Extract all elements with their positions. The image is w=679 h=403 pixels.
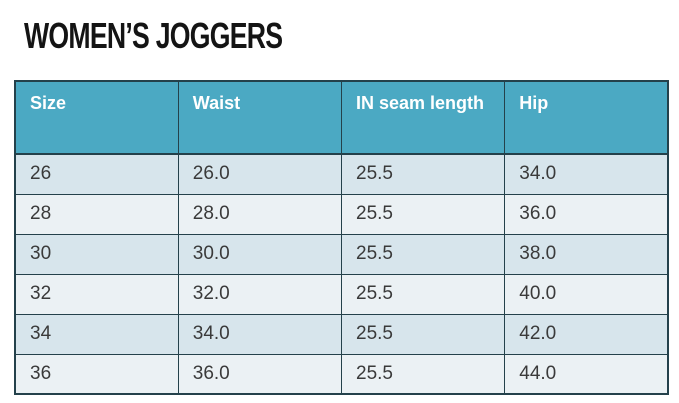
table-row: 30 30.0 25.5 38.0 <box>14 233 669 275</box>
column-header-size: Size <box>14 80 179 155</box>
page-title: WOMEN’S JOGGERS <box>24 15 283 56</box>
table-cell: 38.0 <box>504 233 669 275</box>
table-cell: 25.5 <box>340 233 506 275</box>
column-header-in-seam-length: IN seam length <box>340 80 506 155</box>
column-header-hip: Hip <box>504 80 669 155</box>
table-cell: 34.0 <box>504 153 669 195</box>
table-cell: 44.0 <box>504 353 669 395</box>
table-row: 36 36.0 25.5 44.0 <box>14 353 669 395</box>
table-cell: 25.5 <box>340 313 506 355</box>
table-cell: 36.0 <box>177 353 343 395</box>
table-cell: 28 <box>14 193 179 235</box>
table-cell: 30 <box>14 233 179 275</box>
header-row: Size Waist IN seam length Hip <box>14 80 669 155</box>
table-cell: 26 <box>14 153 179 195</box>
table-cell: 28.0 <box>177 193 343 235</box>
table-cell: 42.0 <box>504 313 669 355</box>
table-cell: 25.5 <box>340 353 506 395</box>
table-cell: 30.0 <box>177 233 343 275</box>
table-header: Size Waist IN seam length Hip <box>14 80 669 155</box>
table-cell: 26.0 <box>177 153 343 195</box>
table-cell: 25.5 <box>340 193 506 235</box>
table-cell: 36 <box>14 353 179 395</box>
table-cell: 36.0 <box>504 193 669 235</box>
table-cell: 32 <box>14 273 179 315</box>
table-body: 26 26.0 25.5 34.0 28 28.0 25.5 36.0 30 30.0 25.5 38… <box>14 153 669 395</box>
table-cell: 40.0 <box>504 273 669 315</box>
size-chart-table: Size Waist IN seam length Hip 26 26.0 25.5 34.… <box>14 80 669 395</box>
table-row: 32 32.0 25.5 40.0 <box>14 273 669 315</box>
table-cell: 34.0 <box>177 313 343 355</box>
table-cell: 25.5 <box>340 153 506 195</box>
table-row: 26 26.0 25.5 34.0 <box>14 153 669 195</box>
table-row: 28 28.0 25.5 36.0 <box>14 193 669 235</box>
table-cell: 34 <box>14 313 179 355</box>
table-row: 34 34.0 25.5 42.0 <box>14 313 669 355</box>
table-cell: 32.0 <box>177 273 343 315</box>
table-cell: 25.5 <box>340 273 506 315</box>
column-header-waist: Waist <box>177 80 343 155</box>
